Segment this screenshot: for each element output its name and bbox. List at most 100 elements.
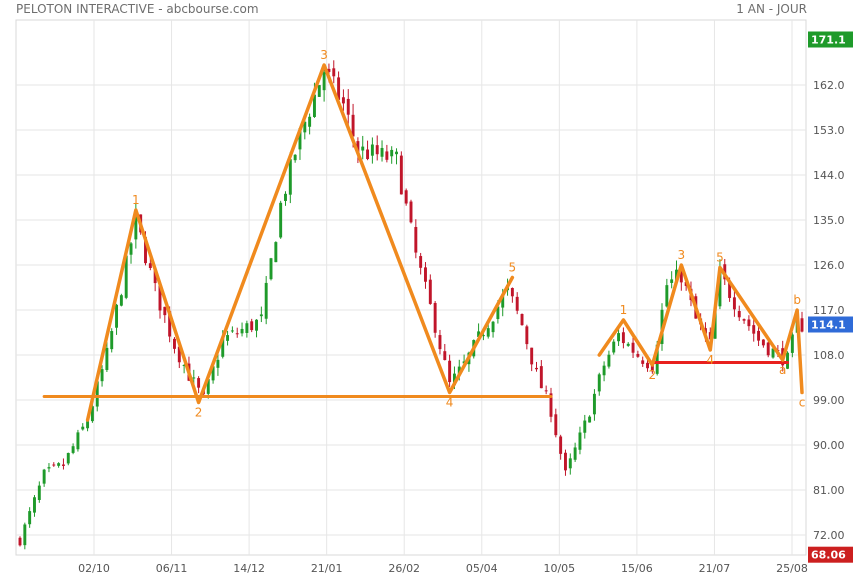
wave-label: 3 bbox=[678, 248, 686, 262]
candle-body bbox=[119, 295, 123, 306]
candle-body bbox=[293, 154, 297, 161]
candle-body bbox=[235, 333, 239, 335]
candle-body bbox=[144, 237, 147, 264]
y-tick-label: 72.00 bbox=[813, 529, 845, 542]
candle-body bbox=[23, 524, 27, 546]
axes: 72.00 81.00 90.00 99.00 108.0 117.0 126.0 135.0… bbox=[78, 31, 853, 575]
candle-body bbox=[742, 319, 746, 321]
candle-body bbox=[18, 537, 22, 546]
candle-body bbox=[317, 85, 321, 97]
candle-body bbox=[90, 406, 94, 422]
candle-body bbox=[612, 341, 616, 353]
y-tick-label: 144.0 bbox=[813, 169, 845, 182]
y-tick-label: 126.0 bbox=[813, 259, 845, 272]
candle-body bbox=[665, 285, 669, 307]
candle-body bbox=[554, 414, 558, 436]
candle-body bbox=[602, 365, 606, 376]
candle-body bbox=[385, 151, 389, 160]
candles bbox=[18, 60, 804, 550]
candle-body bbox=[448, 360, 452, 383]
candle-body bbox=[766, 342, 770, 356]
candle-body bbox=[351, 114, 355, 137]
candle-body bbox=[240, 328, 244, 334]
candle-body bbox=[752, 325, 756, 334]
candle-body bbox=[650, 365, 654, 372]
candle-body bbox=[641, 360, 645, 364]
candle-body bbox=[206, 379, 210, 394]
candle-body bbox=[564, 452, 567, 471]
candle-body bbox=[255, 319, 258, 331]
candle-body bbox=[626, 343, 630, 346]
candle-body bbox=[327, 68, 331, 72]
candle-body bbox=[583, 420, 587, 433]
wave-label: 5 bbox=[509, 261, 517, 275]
wave-label: 4 bbox=[706, 353, 714, 367]
candle-body bbox=[568, 458, 572, 469]
y-tick-label: 117.0 bbox=[813, 304, 845, 317]
x-tick-label: 05/04 bbox=[466, 562, 498, 575]
candle-body bbox=[221, 337, 225, 357]
candle-body bbox=[549, 393, 553, 417]
candle-body bbox=[284, 193, 287, 201]
candle-body bbox=[433, 302, 437, 333]
candle-body bbox=[216, 359, 220, 368]
candle-body bbox=[81, 426, 85, 430]
candle-body bbox=[786, 352, 789, 369]
candle-body bbox=[95, 381, 99, 407]
candle-body bbox=[110, 331, 114, 350]
wave-label: 2 bbox=[649, 368, 657, 382]
candle-body bbox=[250, 321, 254, 331]
candle-body bbox=[395, 151, 398, 155]
candle-body bbox=[530, 347, 534, 365]
candle-body bbox=[757, 330, 761, 341]
candle-body bbox=[800, 318, 804, 332]
wave-label: 3 bbox=[320, 48, 328, 62]
candle-body bbox=[71, 446, 75, 453]
candle-body bbox=[520, 314, 524, 326]
candle-body bbox=[390, 149, 394, 157]
candle-body bbox=[790, 334, 794, 353]
candle-body bbox=[573, 447, 577, 460]
candle-body bbox=[399, 155, 403, 195]
wave-labels: 1 2 3 4 5 1 2 3 4 5 a b c bbox=[132, 48, 805, 420]
candle-body bbox=[134, 212, 138, 240]
candle-body bbox=[129, 243, 133, 255]
candle-body bbox=[621, 332, 625, 344]
candle-body bbox=[366, 149, 370, 160]
candle-body bbox=[226, 335, 230, 341]
candle-body bbox=[679, 271, 683, 283]
candle-body bbox=[592, 393, 596, 415]
candle-body bbox=[452, 373, 456, 386]
candle-body bbox=[477, 331, 481, 337]
price-badge-label: 68.06 bbox=[811, 549, 846, 562]
candle-body bbox=[559, 436, 563, 454]
candle-body bbox=[153, 270, 157, 284]
candle-body bbox=[279, 202, 283, 238]
candle-body bbox=[158, 283, 162, 311]
price-badge-label: 171.1 bbox=[811, 34, 846, 47]
period-label[interactable]: 1 AN - JOUR bbox=[736, 2, 807, 16]
candle-body bbox=[269, 258, 273, 280]
candle-body bbox=[28, 511, 32, 525]
candle-body bbox=[308, 116, 312, 127]
price-badge-label: 114.1 bbox=[811, 319, 846, 332]
candle-body bbox=[636, 353, 640, 357]
candle-body bbox=[380, 147, 384, 157]
candle-body bbox=[761, 339, 765, 346]
candle-body bbox=[124, 255, 128, 298]
candle-body bbox=[192, 377, 196, 379]
wave-label: 2 bbox=[195, 406, 203, 420]
wave-path bbox=[85, 63, 515, 422]
candle-body bbox=[42, 469, 46, 484]
candle-body bbox=[737, 311, 741, 318]
candle-body bbox=[655, 344, 659, 374]
y-tick-label: 162.0 bbox=[813, 79, 845, 92]
x-tick-label: 26/02 bbox=[388, 562, 420, 575]
candle-body bbox=[259, 314, 263, 317]
x-tick-label: 21/01 bbox=[311, 562, 343, 575]
chart-title: PELOTON INTERACTIVE - abcbourse.com bbox=[16, 2, 259, 16]
candle-body bbox=[100, 369, 104, 382]
candle-body bbox=[66, 452, 70, 464]
wave-label: c bbox=[799, 396, 806, 410]
